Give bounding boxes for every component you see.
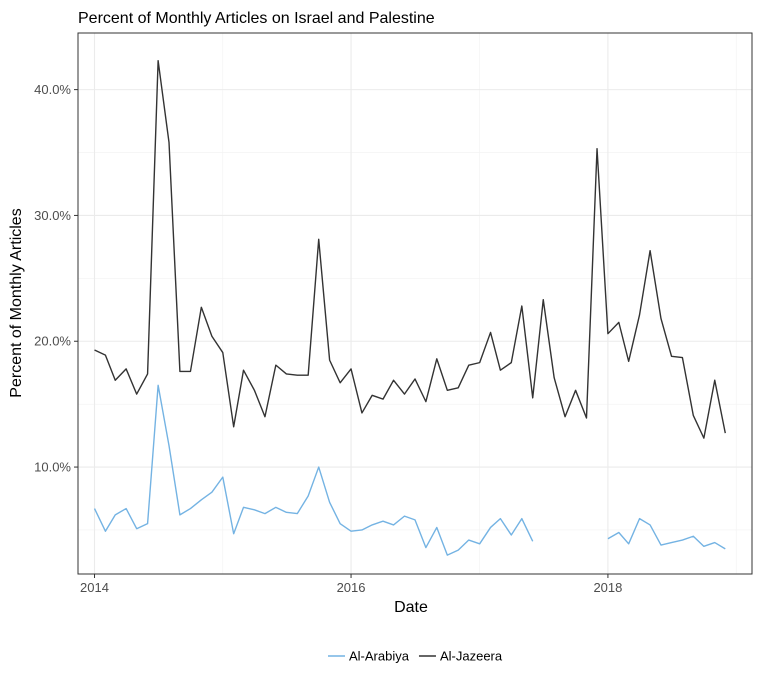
series-lines xyxy=(93,59,726,556)
series-line-al-jazeera xyxy=(94,59,726,439)
y-axis: 10.0% 20.0% 30.0% 40.0% xyxy=(34,82,78,475)
y-tick-label: 10.0% xyxy=(34,460,71,475)
y-tick-label: 20.0% xyxy=(34,334,71,349)
y-tick-label: 30.0% xyxy=(34,208,71,223)
legend: Al-Arabiya Al-Jazeera xyxy=(328,649,503,664)
x-tick-label: 2016 xyxy=(337,580,366,595)
plot-border xyxy=(77,32,753,575)
plot-area xyxy=(77,32,753,575)
grid-minor xyxy=(78,33,752,574)
x-tick-label: 2014 xyxy=(80,580,109,595)
y-axis-title: Percent of Monthly Articles xyxy=(8,208,25,397)
plot-panel xyxy=(77,32,753,575)
y-tick-label: 40.0% xyxy=(34,82,71,97)
x-axis-title: Date xyxy=(394,599,428,616)
grid-major xyxy=(78,33,752,574)
x-axis: 2014 2016 2018 xyxy=(80,574,622,595)
legend-label-al-jazeera: Al-Jazeera xyxy=(440,649,503,664)
x-tick-label: 2018 xyxy=(593,580,622,595)
series-line-al-arabiya xyxy=(93,384,726,556)
chart-title: Percent of Monthly Articles on Israel an… xyxy=(78,10,435,27)
legend-label-al-arabiya: Al-Arabiya xyxy=(349,649,410,664)
